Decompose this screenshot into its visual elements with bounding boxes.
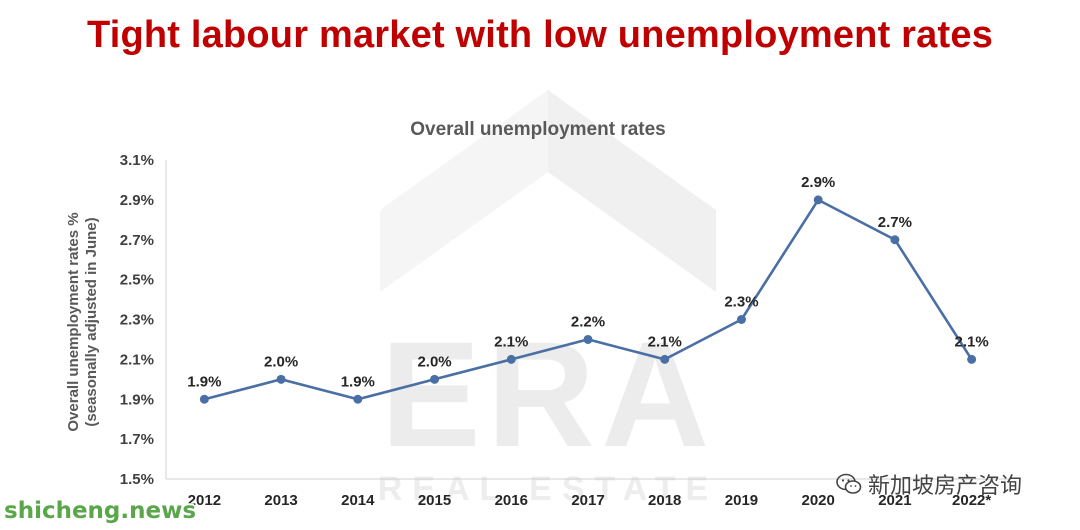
x-tick-label: 2014: [341, 492, 375, 509]
y-axis-label-line-2: (seasonally adjusted in June): [83, 217, 100, 426]
y-axis-label-line-1: Overall unemployment rates %: [65, 212, 82, 431]
data-label: 1.9%: [187, 373, 221, 390]
x-tick-label: 2018: [648, 492, 681, 509]
x-tick-label: 2021: [878, 492, 911, 509]
watermark-subtext: REAL ESTATE: [378, 470, 718, 508]
x-tick-label: 2019: [725, 492, 758, 509]
wechat-icon: [836, 473, 862, 494]
axes: [165, 160, 1010, 480]
x-tick-label: 2022*: [952, 492, 991, 509]
watermark-roof-left: [380, 90, 548, 292]
data-point: [353, 394, 363, 404]
data-point: [430, 374, 440, 384]
data-label: 2.1%: [648, 333, 682, 350]
era-watermark: ERA REAL ESTATE: [378, 90, 718, 508]
y-tick-label: 1.5%: [120, 471, 154, 488]
x-tick-label: 2017: [571, 492, 604, 509]
x-tick-label: 2015: [418, 492, 451, 509]
data-point: [199, 394, 209, 404]
data-label: 2.1%: [955, 333, 989, 350]
x-tick-label: 2016: [495, 492, 528, 509]
x-tick-label: 2020: [801, 492, 834, 509]
data-point: [890, 235, 900, 245]
data-label: 2.0%: [417, 353, 451, 370]
data-label: 2.2%: [571, 313, 605, 330]
data-label: 1.9%: [341, 373, 375, 390]
data-points: [199, 195, 977, 404]
data-label: 2.3%: [724, 294, 758, 311]
watermark-roof-right: [548, 90, 716, 292]
y-tick-labels: 1.5% 1.7% 1.9% 2.1% 2.3% 2.5% 2.7% 2.9% 3.1%: [120, 152, 154, 488]
data-label: 2.1%: [494, 333, 528, 350]
x-tick-label: 2013: [264, 492, 297, 509]
x-tick-label: 2012: [188, 492, 221, 509]
brand-tag: 新加坡房产咨询: [836, 468, 1022, 500]
data-point: [813, 195, 823, 205]
data-point: [967, 354, 977, 364]
data-point: [660, 354, 670, 364]
data-point: [506, 354, 516, 364]
y-tick-label: 2.7%: [120, 232, 154, 249]
y-tick-label: 2.9%: [120, 192, 154, 209]
y-tick-label: 2.1%: [120, 351, 154, 368]
y-tick-label: 2.5%: [120, 272, 154, 289]
y-tick-label: 3.1%: [120, 152, 154, 169]
data-point: [583, 334, 593, 344]
y-axis-label: Overall unemployment rates % (seasonally…: [65, 212, 100, 431]
headline: Tight labour market with low unemploymen…: [86, 14, 994, 56]
x-tick-labels: 2012 2013 2014 2015 2016 2017 2018 2019 2020 2021…: [188, 492, 992, 509]
y-tick-label: 1.9%: [120, 391, 154, 408]
data-label: 2.7%: [878, 214, 912, 231]
brand-tag-text: 新加坡房产咨询: [868, 474, 1023, 499]
site-tag: shicheng.news: [4, 498, 197, 524]
y-tick-label: 2.3%: [120, 312, 154, 329]
data-labels: 1.9% 2.0% 1.9% 2.0% 2.1% 2.2% 2.1% 2.3% 2.9% 2.7%…: [187, 174, 988, 390]
data-label: 2.0%: [264, 353, 298, 370]
data-point: [276, 374, 286, 384]
data-label: 2.9%: [801, 174, 835, 191]
data-point: [736, 315, 746, 324]
chart-title: Overall unemployment rates: [410, 119, 666, 140]
watermark-letters: ERA: [381, 310, 716, 478]
y-tick-label: 1.7%: [120, 431, 154, 448]
